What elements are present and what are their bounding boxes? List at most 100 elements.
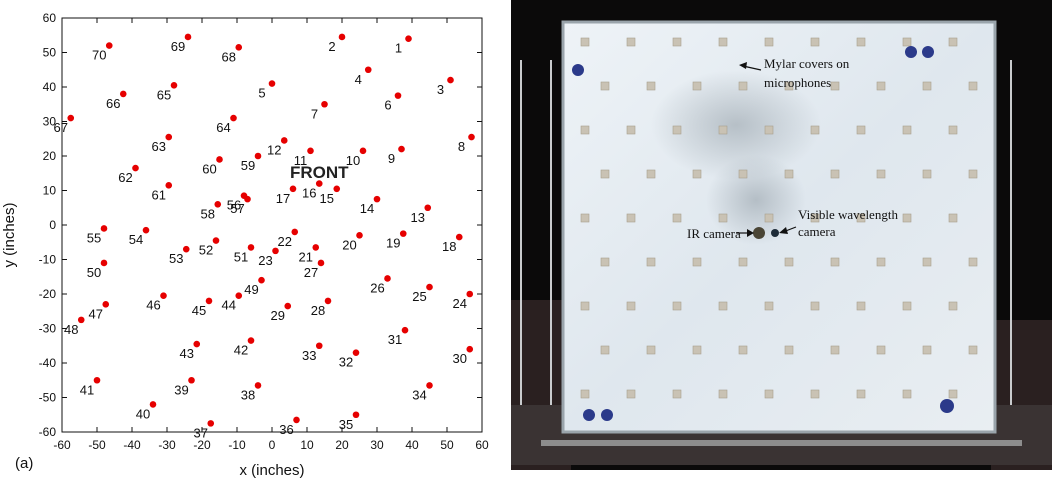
point-label-20: 20 [342, 237, 356, 252]
point-label-59: 59 [241, 158, 255, 173]
data-point-40 [149, 401, 157, 408]
point-label-11: 11 [294, 153, 308, 168]
point-label-62: 62 [118, 170, 132, 185]
point-label-46: 46 [146, 298, 160, 313]
mylar-cover-square [626, 213, 636, 223]
point-label-5: 5 [258, 86, 265, 101]
data-point-30 [466, 345, 474, 353]
point-label-68: 68 [222, 49, 236, 64]
mylar-cover-square [830, 345, 840, 355]
ir-camera-callout: IR camera [687, 226, 754, 241]
y-tick-label: 60 [43, 11, 57, 25]
left-truss [520, 60, 552, 440]
mylar-cover-square [600, 169, 610, 179]
point-label-58: 58 [201, 206, 215, 221]
data-point-44 [235, 292, 243, 300]
point-label-43: 43 [180, 346, 194, 361]
data-point-59 [254, 152, 262, 160]
point-label-24: 24 [453, 296, 467, 311]
data-point-16 [315, 180, 323, 187]
point-label-7: 7 [311, 106, 318, 121]
mylar-cover-square [764, 37, 774, 47]
data-point-62 [132, 164, 139, 172]
point-label-21: 21 [299, 249, 313, 264]
data-point-27 [317, 259, 325, 267]
mylar-cover-square [810, 301, 820, 311]
point-label-31: 31 [388, 332, 402, 347]
data-point-26 [384, 275, 391, 282]
data-point-7 [321, 100, 328, 108]
mylar-cover-square [876, 257, 886, 267]
point-label-8: 8 [458, 139, 465, 154]
data-point-14 [373, 195, 381, 203]
mylar-cover-square [830, 257, 840, 267]
data-point-65 [170, 81, 178, 89]
point-label-38: 38 [241, 387, 255, 402]
mylar-cover-square [718, 389, 728, 399]
x-tick-label: -50 [88, 438, 106, 452]
data-point-51 [247, 244, 255, 251]
mylar-cover-square [718, 213, 728, 223]
data-point-23 [272, 247, 279, 255]
mylar-cover-square [922, 169, 932, 179]
x-tick-label: 10 [300, 438, 314, 452]
point-label-55: 55 [87, 230, 101, 245]
point-label-9: 9 [388, 151, 395, 166]
point-label-50: 50 [87, 265, 101, 280]
mylar-cover-square [830, 81, 840, 91]
point-label-66: 66 [106, 96, 120, 111]
data-point-48 [77, 316, 85, 324]
point-label-64: 64 [216, 120, 230, 135]
mylar-cover-square [672, 213, 682, 223]
data-point-46 [160, 292, 167, 300]
point-label-57: 57 [230, 201, 244, 216]
data-point-66 [119, 90, 127, 98]
y-tick-label: 10 [43, 184, 57, 198]
mylar-cover-square [784, 169, 794, 179]
point-label-12: 12 [267, 142, 281, 157]
mylar-cover-square [580, 125, 590, 135]
x-tick-label: -10 [228, 438, 246, 452]
mylar-cover-square [902, 213, 912, 223]
data-point-37 [207, 420, 215, 427]
data-point-68 [235, 44, 243, 51]
mylar-cover-square [810, 389, 820, 399]
data-point-13 [424, 204, 432, 212]
data-point-17 [289, 185, 297, 193]
x-tick-label: -20 [193, 438, 211, 452]
mylar-cover-square [856, 125, 866, 135]
data-point-67 [67, 114, 75, 122]
point-label-42: 42 [234, 343, 248, 358]
mylar-cover-square [922, 345, 932, 355]
point-label-17: 17 [276, 191, 290, 206]
data-point-69 [184, 33, 192, 41]
point-label-29: 29 [271, 308, 285, 323]
mylar-cover-square [692, 81, 702, 91]
data-point-57 [244, 195, 251, 203]
data-point-8 [468, 133, 475, 141]
mylar-cover-square [856, 389, 866, 399]
x-axis-label: x (inches) [239, 462, 304, 479]
data-point-29 [284, 302, 292, 310]
point-label-40: 40 [136, 406, 150, 421]
mylar-cover-square [948, 37, 958, 47]
point-label-65: 65 [157, 87, 171, 102]
y-tick-label: -60 [39, 425, 57, 439]
data-point-10 [359, 147, 367, 155]
visible-camera-lens [771, 229, 779, 237]
point-label-27: 27 [304, 265, 318, 280]
mylar-cover-square [922, 257, 932, 267]
point-label-4: 4 [355, 72, 362, 87]
mylar-label-line1: Mylar covers on [764, 56, 850, 71]
point-label-35: 35 [339, 417, 353, 432]
y-axis-label: y (inches) [1, 202, 18, 267]
data-point-64 [230, 114, 237, 122]
data-point-32 [352, 349, 360, 356]
mylar-cover-square [580, 389, 590, 399]
mylar-cover-square [810, 37, 820, 47]
data-point-36 [293, 416, 300, 424]
mylar-cover-square [672, 301, 682, 311]
mylar-cover-square [738, 345, 748, 355]
mylar-cover-square [856, 213, 866, 223]
data-point-15 [333, 185, 341, 193]
